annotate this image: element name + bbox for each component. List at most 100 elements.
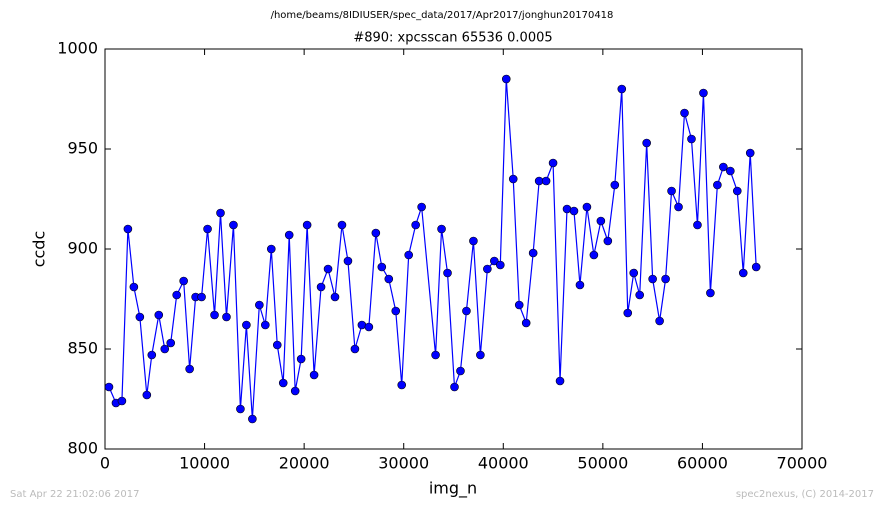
- y-tick-label: 1000: [57, 39, 98, 58]
- data-point: [343, 256, 353, 266]
- x-tick-label: 40000: [478, 454, 529, 473]
- y-tick-label: 950: [67, 139, 98, 158]
- data-point: [732, 186, 742, 196]
- data-point: [582, 202, 592, 212]
- data-point: [667, 186, 676, 196]
- y-axis-label: ccdc: [30, 231, 49, 268]
- data-point: [738, 268, 748, 278]
- data-point: [456, 366, 465, 376]
- data-point: [166, 338, 176, 348]
- data-point: [483, 264, 492, 274]
- data-point: [508, 174, 518, 184]
- data-point: [154, 310, 164, 320]
- data-point: [302, 220, 312, 230]
- data-point: [706, 288, 715, 298]
- data-point: [431, 350, 440, 360]
- data-point: [687, 134, 696, 144]
- data-point: [751, 262, 761, 272]
- data-point: [450, 382, 459, 392]
- data-point: [443, 268, 452, 278]
- data-point: [229, 220, 238, 230]
- data-point: [603, 236, 613, 246]
- footer-right: spec2nexus, (C) 2014-2017: [736, 489, 874, 500]
- data-point: [680, 108, 689, 118]
- data-point: [371, 228, 381, 238]
- data-point: [142, 390, 152, 400]
- data-point: [397, 380, 407, 390]
- data-point: [623, 308, 633, 318]
- data-point: [495, 260, 505, 270]
- data-point: [555, 376, 565, 386]
- data-point: [197, 292, 206, 302]
- x-tick-label: 0: [100, 454, 110, 473]
- data-point: [629, 268, 639, 278]
- data-line: [108, 78, 757, 420]
- data-point: [337, 220, 347, 230]
- data-point: [490, 256, 499, 266]
- data-point: [278, 378, 288, 388]
- data-point: [185, 364, 194, 374]
- data-point: [469, 236, 478, 246]
- data-point: [261, 320, 270, 330]
- data-point: [596, 216, 606, 226]
- data-point: [377, 262, 387, 272]
- data-point: [521, 318, 531, 328]
- data-point: [648, 274, 657, 284]
- data-point: [135, 312, 145, 322]
- data-point: [713, 180, 722, 190]
- data-point: [364, 322, 374, 332]
- data-point: [655, 316, 664, 326]
- data-point: [745, 148, 755, 158]
- x-tick-label: 20000: [279, 454, 330, 473]
- data-point: [699, 88, 708, 98]
- data-point: [726, 166, 735, 176]
- data-point: [548, 158, 558, 168]
- data-point: [384, 274, 394, 284]
- x-tick-label: 70000: [777, 454, 828, 473]
- y-tick-label: 900: [67, 239, 98, 258]
- data-point: [575, 280, 585, 290]
- data-point: [216, 208, 225, 218]
- data-point: [642, 138, 651, 148]
- x-tick-label: 30000: [378, 454, 429, 473]
- suptitle: /home/beams/8IDIUSER/spec_data/2017/Apr2…: [271, 10, 614, 21]
- data-point: [610, 180, 620, 190]
- data-point: [417, 202, 426, 212]
- data-point: [147, 350, 157, 360]
- data-point: [172, 290, 181, 300]
- data-point: [323, 264, 333, 274]
- data-point: [123, 224, 133, 234]
- data-point: [501, 74, 511, 84]
- data-point: [203, 224, 212, 234]
- data-point: [350, 344, 360, 354]
- data-point: [117, 396, 127, 406]
- data-point: [528, 248, 538, 258]
- data-point: [404, 250, 413, 260]
- data-point: [719, 162, 728, 172]
- data-point: [476, 350, 485, 360]
- x-axis-label: img_n: [429, 479, 477, 499]
- data-point: [674, 202, 683, 212]
- data-point: [222, 312, 231, 322]
- data-point: [272, 340, 282, 350]
- data-point: [210, 310, 219, 320]
- data-point: [296, 354, 306, 364]
- data-point: [179, 276, 188, 286]
- data-point: [693, 220, 702, 230]
- data-point: [316, 282, 326, 292]
- data-point: [635, 290, 644, 300]
- data-point: [284, 230, 294, 240]
- data-point: [589, 250, 599, 260]
- data-point: [617, 84, 627, 94]
- y-tick-label: 800: [67, 439, 98, 458]
- data-point: [330, 292, 340, 302]
- data-point: [437, 224, 446, 234]
- data-point: [309, 370, 319, 380]
- y-tick-label: 850: [67, 339, 98, 358]
- x-tick-label: 10000: [179, 454, 230, 473]
- data-point: [290, 386, 300, 396]
- data-point: [462, 306, 471, 316]
- data-point: [514, 300, 524, 310]
- data-point: [104, 382, 114, 392]
